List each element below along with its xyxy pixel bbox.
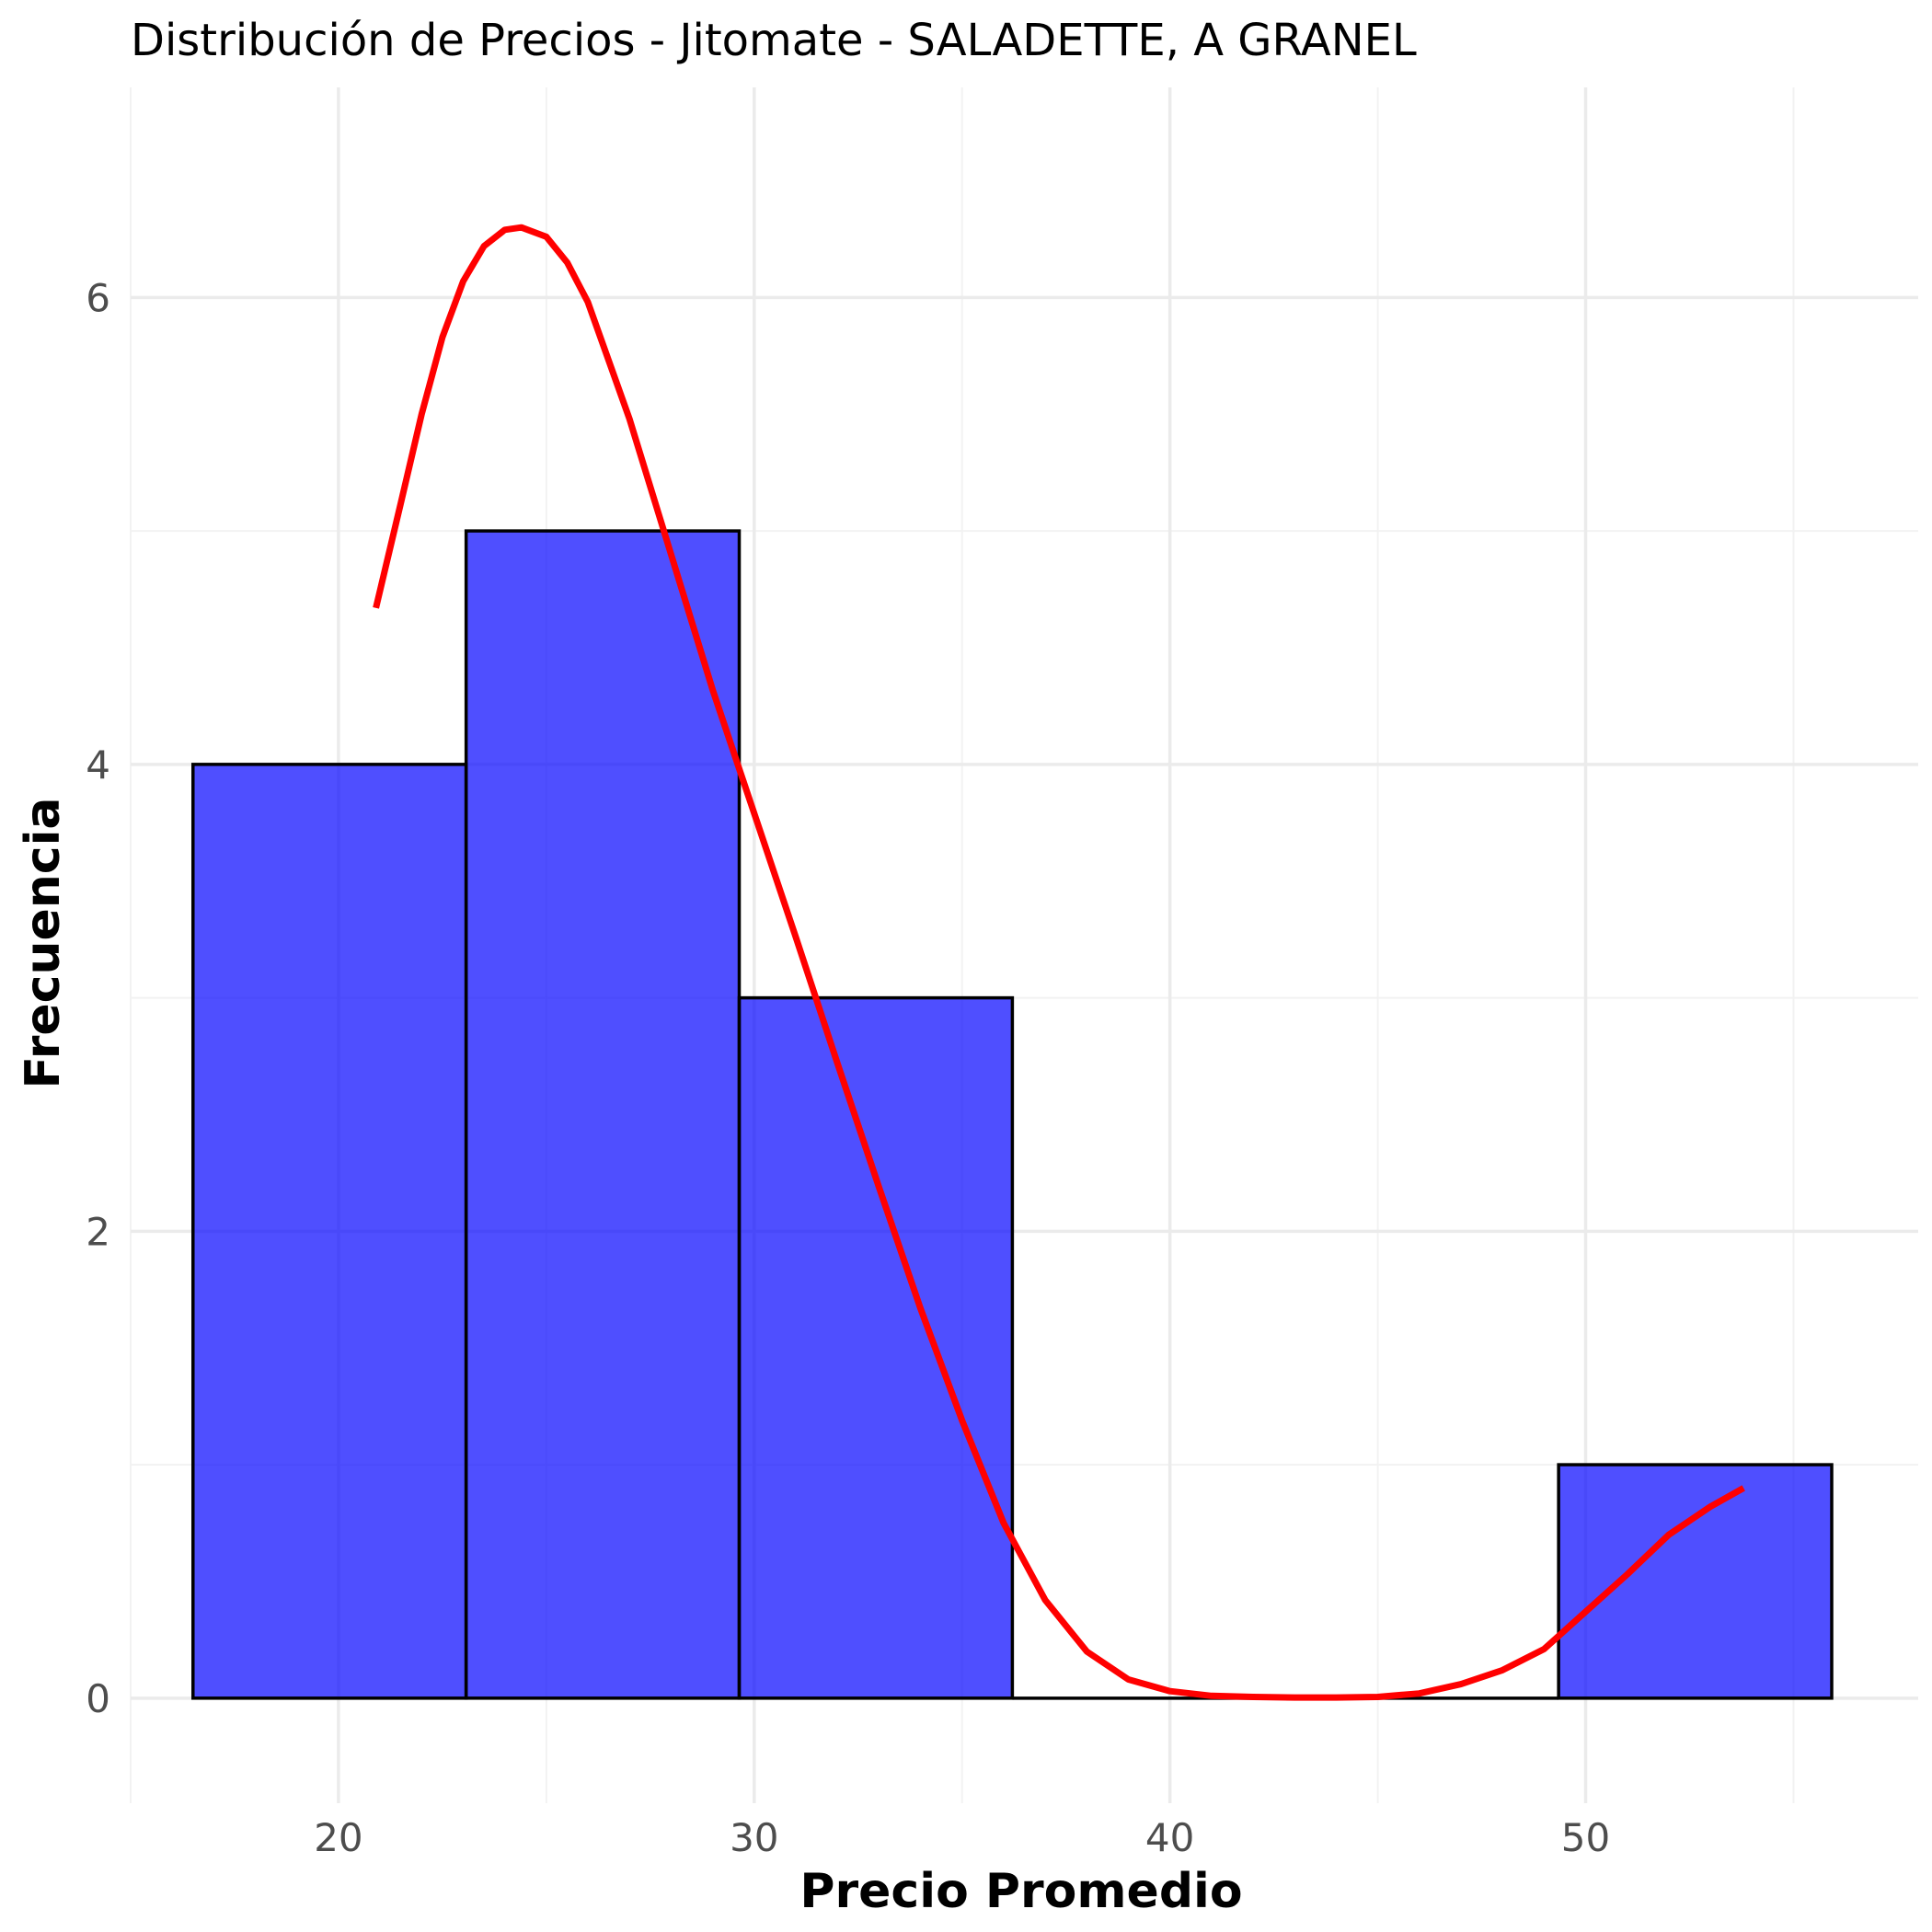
y-tick-label: 0 bbox=[86, 1676, 110, 1721]
y-axis-ticks: 0 2 4 6 bbox=[86, 275, 110, 1720]
histogram-bar bbox=[191, 763, 468, 1700]
x-axis-ticks: 20 30 40 50 bbox=[314, 1815, 1610, 1860]
bars bbox=[191, 529, 1834, 1700]
x-tick-label: 50 bbox=[1561, 1815, 1610, 1860]
y-axis-title: Frecuencia bbox=[16, 798, 71, 1089]
histogram-bar bbox=[1557, 1463, 1834, 1700]
chart-title: Distribución de Precios - Jitomate - SAL… bbox=[131, 15, 1417, 66]
x-tick-label: 40 bbox=[1145, 1815, 1194, 1860]
density-curve bbox=[373, 224, 1745, 1701]
y-tick-label: 2 bbox=[86, 1209, 110, 1254]
histogram-bar bbox=[737, 995, 1015, 1700]
y-tick-label: 6 bbox=[86, 275, 110, 320]
y-tick-label: 4 bbox=[86, 742, 110, 788]
x-axis-title: Precio Promedio bbox=[799, 1864, 1242, 1919]
x-tick-label: 20 bbox=[314, 1815, 362, 1860]
histogram-bar bbox=[464, 529, 742, 1700]
x-tick-label: 30 bbox=[730, 1815, 778, 1860]
